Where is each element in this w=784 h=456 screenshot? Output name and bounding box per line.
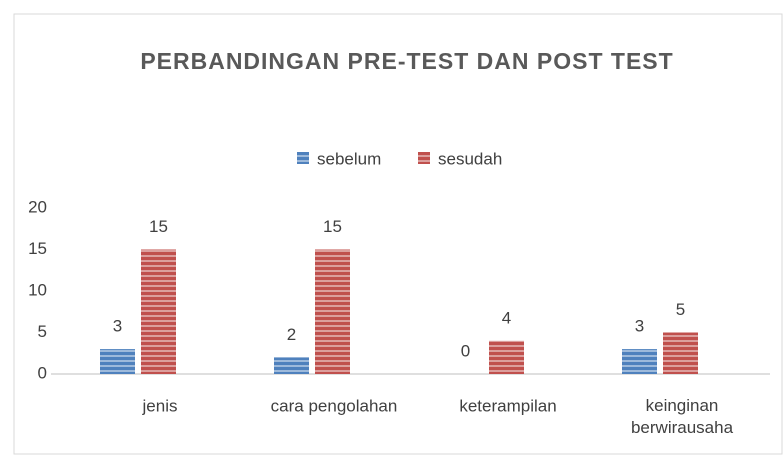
chart-border — [13, 13, 783, 455]
y-tick-label: 5 — [38, 322, 47, 341]
x-tick-label: keterampilan — [459, 396, 556, 415]
bar — [315, 249, 350, 374]
data-label: 0 — [461, 341, 470, 360]
y-tick-label: 0 — [38, 363, 47, 382]
bar — [489, 340, 524, 374]
bar — [141, 249, 176, 374]
x-tick-label: cara pengolahan — [271, 396, 398, 415]
y-tick-label: 15 — [28, 239, 47, 258]
data-label: 4 — [502, 308, 511, 327]
bar — [663, 332, 698, 374]
legend-label: sebelum — [317, 149, 381, 168]
legend-swatch — [297, 152, 309, 164]
x-tick-label: jenis — [142, 396, 178, 415]
legend-label: sesudah — [438, 149, 502, 168]
data-label: 2 — [287, 325, 296, 344]
chart-title: PERBANDINGAN PRE-TEST DAN POST TEST — [140, 48, 673, 74]
bar — [100, 349, 135, 374]
y-tick-label: 10 — [28, 280, 47, 299]
bar — [274, 357, 309, 374]
data-label: 15 — [149, 217, 168, 236]
legend-swatch — [418, 152, 430, 164]
y-tick-label: 20 — [28, 197, 47, 216]
x-tick-label: keinginan berwirausaha — [631, 396, 734, 437]
data-label: 3 — [635, 317, 644, 336]
data-label: 3 — [113, 317, 122, 336]
data-label: 15 — [323, 217, 342, 236]
data-label: 5 — [676, 300, 685, 319]
bar — [622, 349, 657, 374]
